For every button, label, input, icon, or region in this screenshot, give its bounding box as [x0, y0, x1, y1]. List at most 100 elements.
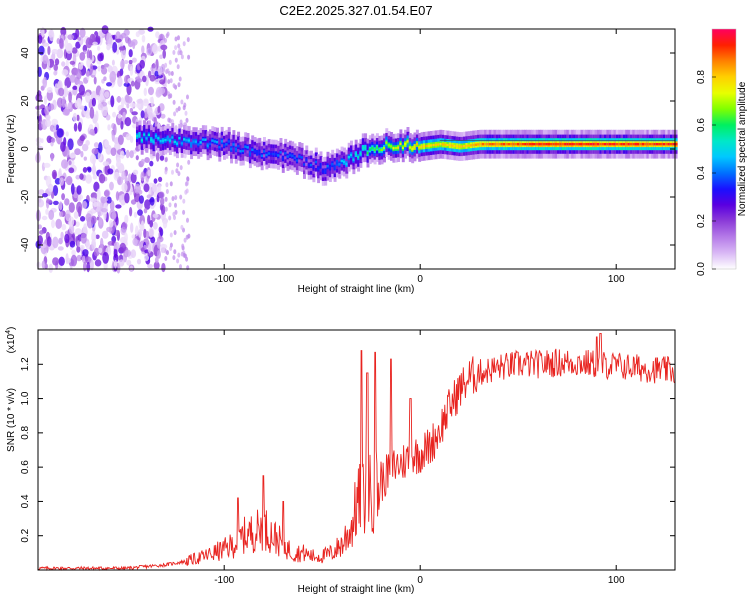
spectrogram-noise-cell — [68, 202, 75, 213]
spectrogram-noise-cell — [58, 87, 65, 97]
spectrogram-noise-cell — [140, 220, 145, 231]
spectrogram-noise-cell — [138, 229, 142, 238]
spectrogram-ridge-cell — [500, 143, 504, 146]
spectrogram-noise-cell — [62, 108, 70, 116]
snr-panel: -100 0 100 0.2 0.4 0.6 0.8 1.0 1.2 Height of str… — [5, 327, 676, 595]
spectrogram-ridge-cell — [512, 143, 516, 146]
spectrogram-noise-cell — [179, 50, 183, 56]
spectrogram-ridge-cell — [625, 143, 629, 146]
spectrogram-noise-cell — [46, 236, 52, 247]
spectrogram-ridge-cell — [599, 143, 603, 146]
spectrogram-ridge-cell — [216, 140, 219, 144]
spectrogram-noise-cell — [168, 59, 172, 65]
spectrogram-noise-cell — [35, 137, 42, 144]
spectrogram-ridge-cell — [589, 143, 593, 146]
spectrogram-noise-cell — [157, 184, 162, 194]
spectrogram-noise-cell — [47, 183, 54, 192]
spectrogram-noise-cell — [70, 183, 75, 195]
spectrogram-noise-cell — [141, 247, 145, 252]
spectrogram-noise-cell — [54, 83, 59, 93]
spectrogram-noise-cell — [165, 182, 169, 188]
snr-y-tick-label: 0.8 — [20, 425, 31, 439]
spectrogram-ridge-cell — [571, 143, 575, 146]
spectrogram-noise-cell — [160, 44, 168, 51]
spectrogram-noise-cell — [183, 237, 187, 243]
spectrogram-ridge-cell — [343, 160, 346, 164]
spectrogram-noise-cell — [45, 114, 51, 121]
spectrogram-noise-cell — [135, 31, 140, 38]
spectrogram-noise-cell — [143, 208, 148, 214]
spectrogram-noise-cell — [93, 201, 98, 207]
spectrogram-noise-cell — [71, 47, 78, 54]
spectrogram-noise-cell — [158, 176, 163, 182]
spectrogram-ridge-cell — [397, 146, 401, 149]
spectrogram-noise-cell — [107, 124, 111, 131]
spectrogram-noise-cell — [115, 204, 122, 209]
spectrogram-noise-cell — [47, 45, 51, 56]
spectrogram-ridge-cell — [183, 138, 186, 141]
spectrogram-noise-cell — [157, 105, 161, 114]
spectrogram-noise-cell — [51, 169, 58, 180]
spectrogram-noise-cell — [61, 96, 66, 108]
spectrogram-noise-cell — [161, 262, 166, 273]
spectrogram-noise-cell — [152, 213, 159, 218]
spectrogram-noise-cell — [49, 29, 55, 42]
spectrogram-ridge-cell — [439, 143, 443, 146]
spectrogram-noise-cell — [72, 112, 78, 122]
spectrogram-noise-cell — [141, 45, 145, 54]
spectrogram-noise-cell — [100, 196, 105, 204]
spectrogram-noise-cell — [44, 105, 50, 116]
spectrogram-noise-cell — [177, 82, 181, 88]
spectrogram-noise-cell — [60, 141, 66, 152]
snr-y-tick-label: 1.2 — [20, 357, 31, 371]
spectrogram-noise-cell — [98, 247, 103, 254]
spectrogram-ridge-cell — [465, 144, 469, 148]
spectrogram-noise-cell — [59, 211, 64, 217]
spectrogram-noise-cell — [76, 240, 81, 248]
spectrogram-noise-cell — [46, 199, 53, 204]
spectrogram-noise-cell — [143, 228, 147, 239]
spectrogram-ridge-cell — [413, 145, 417, 149]
spectrogram-ridge-cell — [669, 143, 673, 146]
spectrogram-noise-cell — [169, 232, 173, 238]
spectrogram-noise-cell — [79, 27, 86, 38]
spectrogram-noise-cell — [67, 138, 74, 151]
spectrogram-ridge-cell — [672, 143, 676, 146]
spectrogram-noise-cell — [101, 25, 109, 35]
spectrogram-noise-cell — [150, 236, 156, 244]
svg-text:(x104): (x104) — [5, 327, 17, 354]
spectrogram-noise-cell — [124, 176, 128, 185]
spectrogram-noise-cell — [91, 97, 96, 107]
spectrogram-noise-cell — [169, 78, 173, 84]
spectrogram-ridge-cell — [594, 143, 598, 146]
spectrogram-noise-cell — [65, 146, 70, 159]
spectrogram-noise-cell — [106, 226, 113, 233]
spectrogram-ridge-cell — [371, 146, 375, 150]
spectrogram-ridge-cell — [256, 151, 259, 154]
spectrogram-noise-cell — [167, 94, 171, 100]
spectrogram-noise-cell — [185, 256, 189, 262]
spectrogram-ridge-cell — [239, 150, 243, 153]
spectrogram-noise-cell — [52, 236, 59, 249]
colorbar: 0.0 0.2 0.4 0.6 0.8 Normalized spectral ampl… — [696, 28, 748, 276]
spectrogram-ridge-cell — [432, 143, 436, 147]
spectrogram-noise-cell — [124, 232, 128, 243]
spectrogram-ridge-cell — [552, 143, 556, 146]
spectrogram-ridge-cell — [507, 143, 511, 146]
spectrogram-ridge-cell — [263, 150, 266, 153]
spectrogram-ridge-cell — [495, 143, 499, 146]
spectrogram-ridge-cell — [295, 159, 299, 162]
spectrogram-noise-cell — [146, 194, 152, 199]
spectrogram-ridge-cell — [575, 143, 579, 146]
spectrogram-noise-cell — [125, 149, 130, 159]
spectrogram-noise-cell — [136, 102, 141, 109]
spectrogram-noise-cell — [187, 159, 191, 165]
spectrogram-noise-cell — [75, 28, 80, 39]
spectrogram-ridge-cell — [639, 143, 643, 146]
spectrogram-noise-cell — [64, 38, 69, 51]
spectrogram-ridge-cell — [232, 143, 236, 146]
spectrogram-noise-cell — [121, 221, 128, 230]
spectrogram-ridge-cell — [253, 150, 257, 153]
spectrogram-noise-cell — [56, 128, 64, 138]
spectrogram-noise-cell — [124, 192, 130, 204]
